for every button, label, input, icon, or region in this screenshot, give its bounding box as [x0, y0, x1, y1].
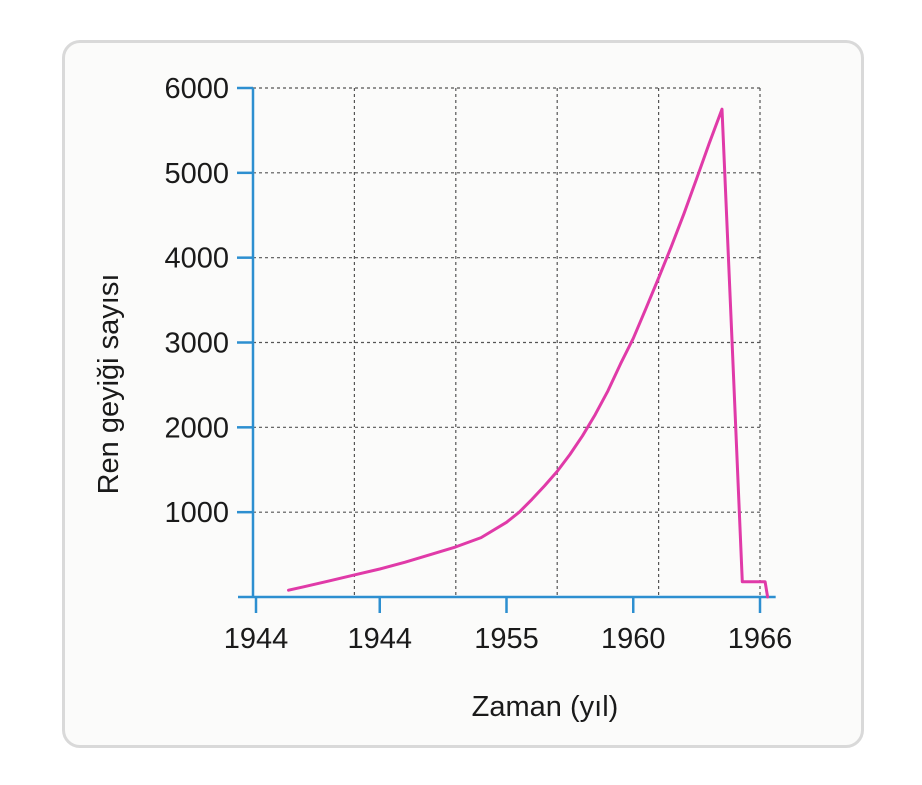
chart-card — [62, 40, 864, 748]
x-tick-label: 1955 — [474, 623, 539, 655]
series — [287, 107, 770, 599]
y-tick-label: 2000 — [164, 412, 229, 444]
grid — [253, 87, 761, 597]
x-tick-label: 1944 — [224, 623, 289, 655]
axes — [237, 86, 776, 613]
series-line — [287, 107, 770, 599]
x-tick-label: 1966 — [728, 623, 793, 655]
y-axis-title: Ren geyiği sayısı — [93, 274, 125, 495]
y-tick-label: 3000 — [164, 328, 229, 360]
x-tick-label: 1960 — [601, 623, 666, 655]
x-tick-label: 1944 — [347, 623, 412, 655]
x-axis-title: Zaman (yıl) — [472, 691, 619, 723]
labels: 1000 2000 3000 4000 5000 6000 1944 1944 1955 1960… — [164, 73, 792, 655]
y-tick-label: 5000 — [164, 158, 229, 190]
y-tick-label: 1000 — [164, 497, 229, 529]
y-tick-label: 6000 — [164, 73, 229, 105]
y-tick-label: 4000 — [164, 243, 229, 275]
